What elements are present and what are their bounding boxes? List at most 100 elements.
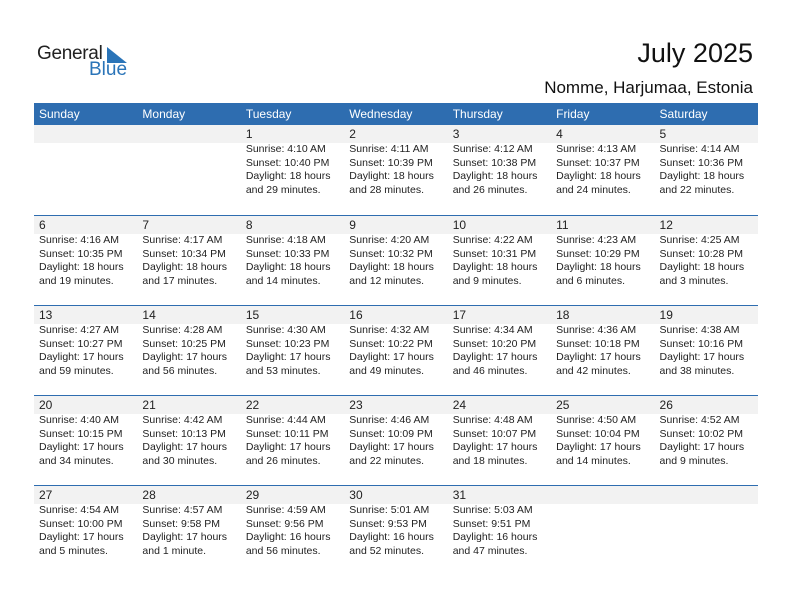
day-cell: 31 Sunrise: 5:03 AM Sunset: 9:51 PM Dayligh… [448,486,551,558]
daylight-text: Daylight: 17 hours [142,351,228,363]
day-number: 7 [142,218,150,232]
daylight-text: Daylight: 17 hours [452,441,538,453]
daylight-minutes-text: and 1 minute. [142,544,207,557]
daylight-text: Daylight: 18 hours [349,261,434,273]
day-cell: 4 Sunrise: 4:13 AM Sunset: 10:37 PM Dayligh… [551,125,654,197]
daylight-text: Daylight: 18 hours [142,261,228,273]
daylight-text: Daylight: 17 hours [142,531,228,543]
day-cell: 20 Sunrise: 4:40 AM Sunset: 10:15 PM Daylig… [34,396,137,468]
daylight-minutes-text: and 56 minutes. [142,364,218,377]
daylight-text: Daylight: 17 hours [659,441,745,453]
location-subtitle: Nomme, Harjumaa, Estonia [544,78,753,97]
day-cell: 21 Sunrise: 4:42 AM Sunset: 10:13 PM Daylig… [137,396,240,468]
day-number: 25 [556,398,570,412]
logo-word-general: General [37,43,103,64]
sunset-text: Sunset: 10:11 PM [245,427,329,440]
day-number-band [34,125,758,143]
sunset-text: Sunset: 9:58 PM [142,517,221,530]
sunset-text: Sunset: 10:02 PM [659,427,743,440]
sunrise-text: Sunrise: 5:01 AM [349,504,430,516]
day-number: 31 [452,488,467,502]
day-cell: 11 Sunrise: 4:23 AM Sunset: 10:29 PM Daylig… [551,216,654,288]
daylight-minutes-text: and 52 minutes. [349,544,424,557]
daylight-minutes-text: and 9 minutes. [659,454,729,467]
daylight-minutes-text: and 14 minutes. [556,454,631,467]
sunset-text: Sunset: 10:09 PM [349,427,433,440]
daylight-minutes-text: and 19 minutes. [39,274,114,287]
week-row: 6 Sunrise: 4:16 AM Sunset: 10:35 PM Dayligh… [34,215,758,305]
sunrise-text: Sunrise: 4:50 AM [556,414,637,426]
day-number: 19 [659,308,673,322]
day-number: 4 [556,127,563,141]
day-number-band [34,486,758,504]
day-cell: 15 Sunrise: 4:30 AM Sunset: 10:23 PM Daylig… [241,306,344,378]
sunset-text: Sunset: 10:28 PM [659,247,743,260]
sunset-text: Sunset: 10:13 PM [142,427,226,440]
sunrise-text: Sunrise: 5:03 AM [452,504,533,516]
day-cell: 27 Sunrise: 4:54 AM Sunset: 10:00 PM Daylig… [34,486,137,558]
day-number-band [34,396,758,414]
daylight-minutes-text: and 14 minutes. [245,274,321,287]
sunset-text: Sunset: 10:27 PM [39,337,123,350]
daylight-text: Daylight: 16 hours [349,531,434,543]
day-number: 2 [349,127,356,141]
daylight-text: Daylight: 16 hours [452,531,538,543]
sunrise-text: Sunrise: 4:32 AM [349,324,430,336]
daylight-minutes-text: and 49 minutes. [349,364,424,377]
empty-day-cell [655,486,758,558]
day-cell: 2 Sunrise: 4:11 AM Sunset: 10:39 PM Dayligh… [344,125,447,197]
daylight-text: Daylight: 16 hours [245,531,331,543]
daylight-minutes-text: and 47 minutes. [452,544,528,557]
daylight-minutes-text: and 22 minutes. [659,183,735,196]
daylight-text: Daylight: 17 hours [659,351,745,363]
day-number: 10 [452,218,467,232]
day-cell: 9 Sunrise: 4:20 AM Sunset: 10:32 PM Dayligh… [344,216,447,288]
day-cell: 22 Sunrise: 4:44 AM Sunset: 10:11 PM Daylig… [241,396,344,468]
day-number: 13 [39,308,53,322]
sunset-text: Sunset: 10:23 PM [245,337,330,350]
sunrise-text: Sunrise: 4:44 AM [245,414,326,426]
daylight-text: Daylight: 17 hours [245,441,331,453]
logo-word-blue: Blue [89,59,128,80]
day-cell: 7 Sunrise: 4:17 AM Sunset: 10:34 PM Dayligh… [137,216,240,288]
daylight-text: Daylight: 18 hours [659,170,745,182]
sunrise-text: Sunrise: 4:25 AM [659,234,740,246]
sunset-text: Sunset: 10:31 PM [452,247,537,260]
daylight-text: Daylight: 18 hours [349,170,434,182]
empty-day-cell [34,125,137,197]
sunset-text: Sunset: 10:16 PM [659,337,743,350]
daylight-text: Daylight: 17 hours [245,351,331,363]
weekday-header: Sunday Monday Tuesday Wednesday Thursday Frid… [34,103,758,125]
day-number: 3 [452,127,460,141]
sunrise-text: Sunrise: 4:23 AM [556,234,637,246]
day-cell: 18 Sunrise: 4:36 AM Sunset: 10:18 PM Daylig… [551,306,654,378]
sunset-text: Sunset: 10:37 PM [556,156,640,169]
sunset-text: Sunset: 10:22 PM [349,337,433,350]
day-cell: 8 Sunrise: 4:18 AM Sunset: 10:33 PM Dayligh… [241,216,344,288]
sunrise-text: Sunrise: 4:11 AM [349,143,429,155]
sunset-text: Sunset: 10:20 PM [452,337,537,350]
day-number: 16 [349,308,363,322]
calendar-weeks: 1 Sunrise: 4:10 AM Sunset: 10:40 PM Dayligh… [34,125,758,575]
sunset-text: Sunset: 10:39 PM [349,156,433,169]
day-cell: 30 Sunrise: 5:01 AM Sunset: 9:53 PM Dayligh… [344,486,447,558]
weekday-saturday: Saturday [659,107,708,121]
day-number: 12 [659,218,673,232]
sunrise-text: Sunrise: 4:12 AM [452,143,533,155]
daylight-text: Daylight: 17 hours [556,351,641,363]
day-cell: 13 Sunrise: 4:27 AM Sunset: 10:27 PM Daylig… [34,306,137,378]
sunrise-text: Sunrise: 4:57 AM [142,504,223,516]
sunrise-text: Sunrise: 4:48 AM [452,414,533,426]
daylight-minutes-text: and 53 minutes. [245,364,321,377]
sunset-text: Sunset: 10:07 PM [452,427,537,440]
daylight-text: Daylight: 17 hours [556,441,641,453]
sunrise-text: Sunrise: 4:38 AM [659,324,740,336]
day-cell: 1 Sunrise: 4:10 AM Sunset: 10:40 PM Dayligh… [241,125,344,197]
sunrise-text: Sunrise: 4:17 AM [142,234,223,246]
daylight-minutes-text: and 46 minutes. [452,364,528,377]
sunrise-text: Sunrise: 4:59 AM [245,504,326,516]
sunrise-text: Sunrise: 4:28 AM [142,324,223,336]
daylight-text: Daylight: 17 hours [39,351,124,363]
weekday-monday: Monday [142,107,186,121]
day-number: 9 [349,218,356,232]
